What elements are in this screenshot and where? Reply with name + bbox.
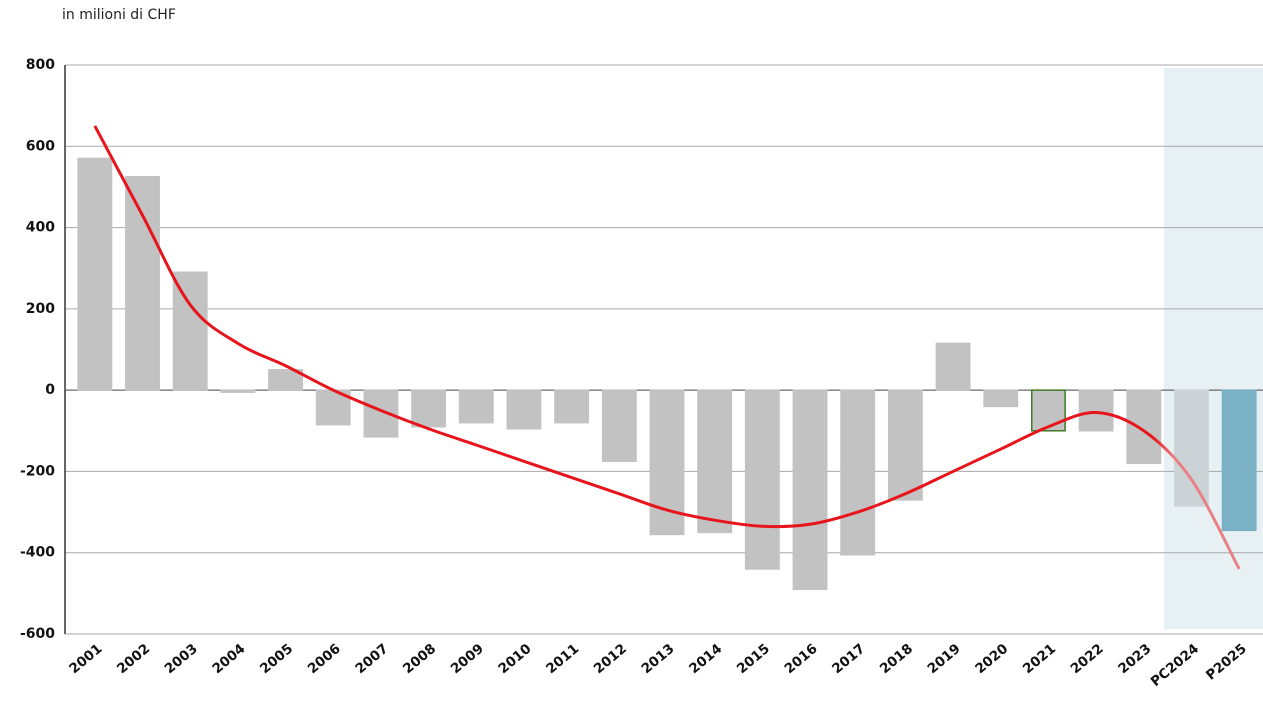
x-tick-label: 2021 xyxy=(1020,641,1059,677)
x-tick-label: 2005 xyxy=(257,641,296,677)
y-tick-label: -400 xyxy=(20,545,55,561)
chart-subtitle: in milioni di CHF xyxy=(62,7,176,23)
bar xyxy=(840,389,876,556)
y-tick-label: 400 xyxy=(26,220,55,236)
y-tick-label: -200 xyxy=(20,463,55,479)
x-tick-label: 2014 xyxy=(686,641,725,677)
x-tick-label: 2023 xyxy=(1115,641,1154,677)
forecast-shading xyxy=(1164,68,1263,629)
x-tick-label: P2025 xyxy=(1203,641,1250,684)
x-tick-label: 2001 xyxy=(66,641,105,677)
x-tick-label: 2015 xyxy=(734,641,773,677)
bar xyxy=(77,157,113,391)
bar xyxy=(506,389,542,430)
x-tick-label: 2016 xyxy=(782,641,821,677)
bar xyxy=(935,342,971,391)
x-tick-label: 2006 xyxy=(305,641,344,677)
x-tick-label: 2004 xyxy=(209,641,248,677)
x-tick-label: 2002 xyxy=(114,641,153,677)
y-tick-label: 0 xyxy=(45,382,55,398)
bar xyxy=(172,271,208,391)
y-tick-label: -600 xyxy=(20,626,55,642)
bar xyxy=(887,389,923,501)
bar xyxy=(125,176,160,391)
x-tick-label: 2020 xyxy=(972,641,1011,677)
bar xyxy=(1221,389,1257,532)
x-tick-label: 2013 xyxy=(639,641,678,677)
x-tick-label: 2017 xyxy=(829,641,868,677)
y-tick-label: 600 xyxy=(26,138,55,154)
bar xyxy=(554,389,590,424)
x-tick-label: PC2024 xyxy=(1148,641,1202,690)
x-tick-label: 2008 xyxy=(400,641,439,677)
bar xyxy=(1031,389,1066,432)
bar xyxy=(268,369,303,391)
bar xyxy=(1078,389,1114,432)
trend-line xyxy=(93,125,1241,570)
x-tick-label: 2003 xyxy=(162,641,201,677)
x-tick-label: 2012 xyxy=(591,641,630,677)
x-tick-label: 2022 xyxy=(1068,641,1107,677)
x-tick-label: 2007 xyxy=(352,641,391,677)
bar xyxy=(983,389,1019,408)
bar xyxy=(1174,389,1209,507)
bar xyxy=(1126,389,1162,465)
x-tick-label: 2018 xyxy=(877,641,916,677)
y-tick-label: 200 xyxy=(26,301,55,317)
bar xyxy=(601,389,637,463)
x-tick-label: 2011 xyxy=(543,641,582,677)
x-tick-label: 2009 xyxy=(448,641,487,677)
bar xyxy=(792,389,828,591)
x-tick-label: 2010 xyxy=(495,641,534,677)
bar xyxy=(744,389,780,570)
bar xyxy=(697,389,733,534)
bar xyxy=(411,389,447,428)
bar xyxy=(458,389,494,424)
y-tick-label: 800 xyxy=(26,57,55,73)
bar xyxy=(220,389,256,393)
bar xyxy=(363,389,399,438)
x-tick-label: 2019 xyxy=(925,641,964,677)
